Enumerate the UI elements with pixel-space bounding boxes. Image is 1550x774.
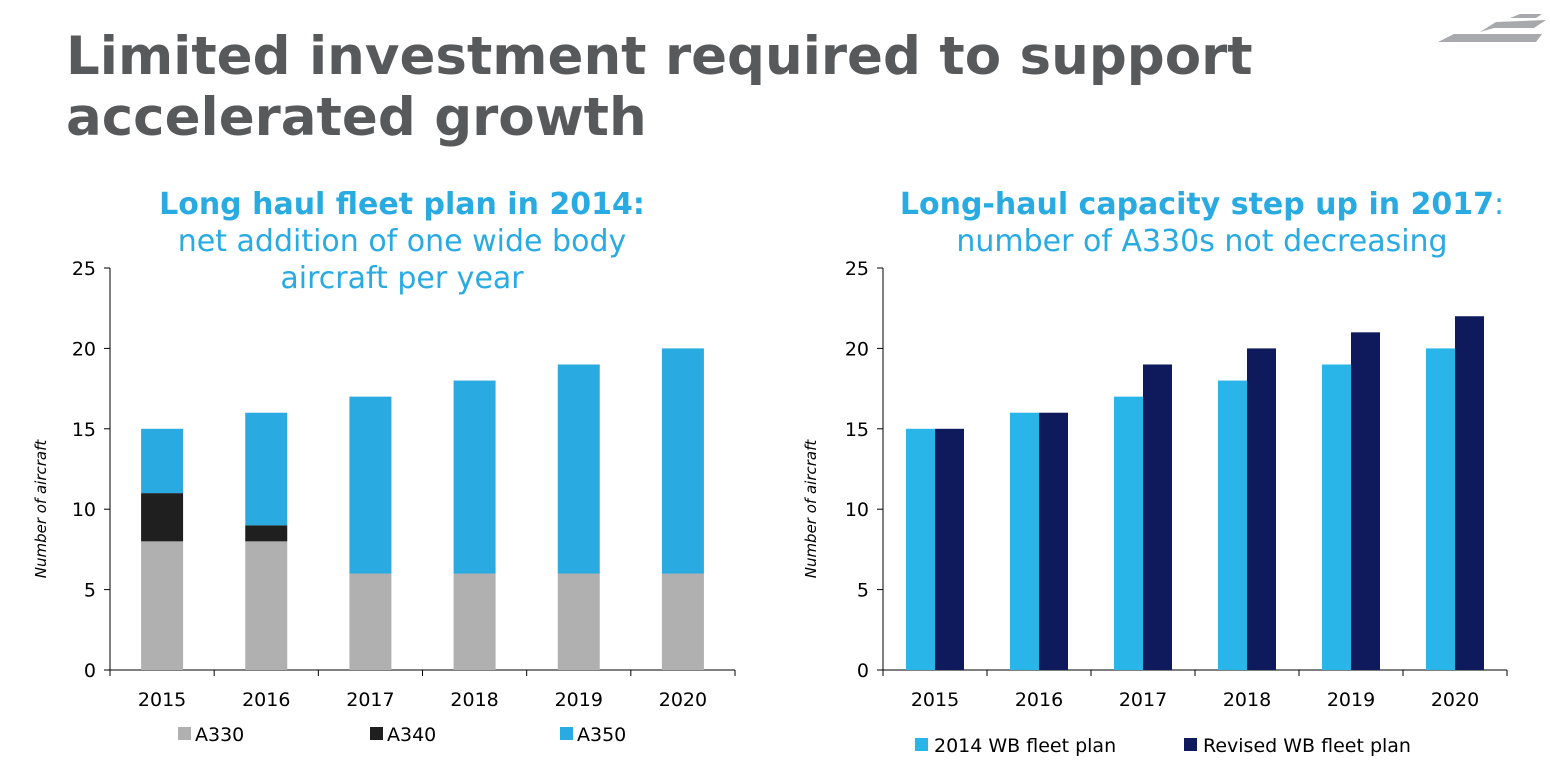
right-chart-heading-bold: Long-haul capacity step up in 2017 — [899, 187, 1495, 222]
x-tick-label: 2020 — [659, 689, 707, 711]
bar-revised-plan-2015 — [935, 428, 964, 670]
bar-plan-2014-2015 — [906, 428, 935, 670]
y-tick-label: 25 — [72, 258, 96, 280]
bar-a330-2018 — [453, 573, 496, 670]
y-tick-label: 20 — [72, 338, 96, 360]
left-chart-heading: Long haul fleet plan in 2014: net additi… — [92, 186, 712, 297]
x-tick-label: 2018 — [1223, 689, 1271, 711]
y-tick-label: 10 — [72, 499, 96, 521]
bar-plan-2014-2019 — [1322, 364, 1351, 670]
bar-plan-2014-2016 — [1010, 412, 1039, 670]
bar-a350-2019 — [557, 364, 600, 574]
bar-a330-2016 — [245, 541, 288, 670]
bar-revised-plan-2019 — [1351, 332, 1380, 670]
left-chart-heading-bold: Long haul fleet plan in 2014: — [159, 187, 645, 222]
legend-swatch-a350 — [560, 727, 573, 740]
bar-a350-2020 — [661, 348, 704, 574]
y-tick-label: 0 — [857, 660, 869, 682]
x-tick-label: 2016 — [242, 689, 290, 711]
bar-a350-2016 — [245, 412, 288, 526]
bar-plan-2014-2020 — [1426, 348, 1455, 670]
bar-revised-plan-2020 — [1455, 316, 1484, 670]
y-tick-label: 10 — [845, 499, 869, 521]
x-tick-label: 2019 — [1327, 689, 1375, 711]
x-tick-label: 2017 — [1119, 689, 1167, 711]
right-chart-heading: Long-haul capacity step up in 2017: numb… — [862, 186, 1542, 260]
right-chart-heading-colon: : — [1494, 187, 1505, 222]
legend-label-a330: A330 — [195, 724, 244, 746]
y-axis-title: Number of aircraft — [802, 439, 820, 579]
legend-label-plan-2014: 2014 WB fleet plan — [934, 735, 1116, 757]
bar-a330-2015 — [141, 541, 184, 670]
bar-a340-2016 — [245, 525, 288, 542]
bar-a350-2015 — [141, 428, 184, 494]
x-tick-label: 2016 — [1015, 689, 1063, 711]
bar-a330-2019 — [557, 573, 600, 670]
bar-plan-2014-2018 — [1218, 380, 1247, 670]
y-tick-label: 25 — [845, 258, 869, 280]
bar-a330-2017 — [349, 573, 392, 670]
y-tick-label: 5 — [84, 580, 96, 602]
right-chart-heading-subtitle: number of A330s not decreasing — [956, 224, 1448, 259]
legend-label-revised-plan: Revised WB fleet plan — [1203, 735, 1411, 757]
bar-revised-plan-2016 — [1039, 412, 1068, 670]
x-tick-label: 2020 — [1431, 689, 1479, 711]
right-chart-heading-line1: Long-haul capacity step up in 2017: — [862, 186, 1542, 223]
bar-a340-2015 — [141, 493, 184, 542]
legend-swatch-a330 — [178, 727, 191, 740]
y-tick-label: 15 — [845, 419, 869, 441]
x-tick-label: 2018 — [450, 689, 498, 711]
fleet-plan-2014-chart: 0 5 10 15 20 25 2015 2016 2017 2018 2019 2020 Number… — [32, 258, 736, 746]
bar-revised-plan-2017 — [1143, 364, 1172, 670]
bar-a350-2018 — [453, 380, 496, 574]
legend-swatch-a340 — [370, 727, 383, 740]
legend-label-a350: A350 — [577, 724, 626, 746]
y-tick-label: 15 — [72, 419, 96, 441]
y-axis-title: Number of aircraft — [32, 439, 50, 579]
finnair-logo — [1436, 14, 1546, 52]
x-tick-label: 2019 — [555, 689, 603, 711]
page-title: Limited investment required to support a… — [66, 26, 1253, 148]
x-tick-label: 2015 — [138, 689, 186, 711]
legend-swatch-plan-2014 — [915, 738, 928, 751]
y-tick-label: 20 — [845, 338, 869, 360]
bar-revised-plan-2018 — [1247, 348, 1276, 670]
x-tick-label: 2015 — [911, 689, 959, 711]
logo-mark — [1438, 14, 1546, 42]
bar-a330-2020 — [661, 573, 704, 670]
legend-label-a340: A340 — [387, 724, 436, 746]
y-tick-label: 5 — [857, 580, 869, 602]
bar-a350-2017 — [349, 396, 392, 574]
y-tick-label: 0 — [84, 660, 96, 682]
x-tick-label: 2017 — [346, 689, 394, 711]
bar-plan-2014-2017 — [1114, 396, 1143, 670]
legend-swatch-revised-plan — [1184, 738, 1197, 751]
left-chart-heading-subtitle: net addition of one wide body aircraft p… — [177, 224, 627, 296]
